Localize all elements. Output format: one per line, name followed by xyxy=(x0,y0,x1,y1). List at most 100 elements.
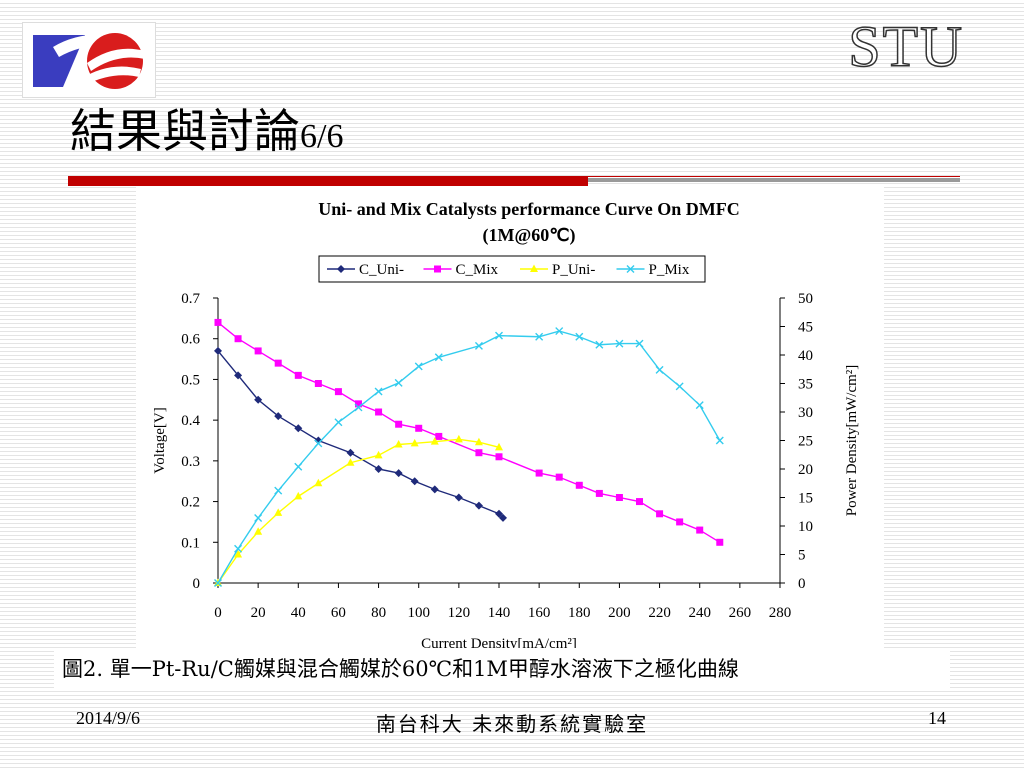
marker-stroke xyxy=(214,579,222,587)
y2-tick-label: 5 xyxy=(798,548,806,564)
y-tick-label: 0.3 xyxy=(181,454,200,470)
data-point xyxy=(595,340,604,349)
data-point xyxy=(334,388,342,396)
series-line xyxy=(217,321,721,543)
series-p-mix xyxy=(214,327,724,587)
title-rule-red xyxy=(68,176,588,186)
data-point xyxy=(495,453,503,461)
data-point xyxy=(214,346,222,355)
chart-title: Uni- and Mix Catalysts performance Curve… xyxy=(318,199,739,219)
marker-stroke xyxy=(615,339,624,348)
y-tick-label: 0.4 xyxy=(181,413,200,429)
x-tick-label: 200 xyxy=(608,605,631,621)
data-point xyxy=(676,518,684,526)
data-point xyxy=(254,347,262,355)
marker-stroke xyxy=(314,439,323,448)
series-p-uni xyxy=(214,434,503,586)
data-point xyxy=(254,514,263,523)
x-tick-label: 260 xyxy=(729,605,752,621)
data-point xyxy=(636,498,643,506)
data-point xyxy=(675,382,684,391)
brand-text: STU xyxy=(848,14,964,79)
y2-tick-label: 35 xyxy=(798,377,813,393)
data-point xyxy=(635,339,644,348)
chart-axes: 0 20 40 60 80 100 120 140 160 180 200 220 240 260 2800… xyxy=(181,291,813,621)
chart-panel: Uni- and Mix Catalysts performance Curve… xyxy=(136,186,884,658)
marker-stroke xyxy=(234,544,243,553)
marker-stroke xyxy=(354,403,363,412)
legend-marker xyxy=(434,265,441,273)
data-point xyxy=(314,436,323,445)
x-tick-label: 240 xyxy=(688,605,711,621)
data-point xyxy=(234,550,243,558)
y-tick-label: 0.6 xyxy=(181,332,200,348)
data-point xyxy=(234,335,242,343)
data-point xyxy=(314,380,322,387)
data-point xyxy=(274,486,283,495)
data-point xyxy=(346,458,355,466)
data-point xyxy=(334,418,343,427)
marker-stroke xyxy=(595,340,604,349)
chart-subtitle: (1M@60℃) xyxy=(483,225,576,246)
data-point xyxy=(294,424,303,433)
marker-stroke xyxy=(715,436,724,445)
data-point xyxy=(454,493,463,502)
series-line xyxy=(217,350,504,519)
chart-legend: C_Uni- C_Mix P_Uni- P_Mix xyxy=(318,255,706,283)
data-point xyxy=(535,469,543,477)
marker-stroke xyxy=(575,332,584,341)
legend-marker xyxy=(530,264,538,272)
y-tick-label: 0.2 xyxy=(181,495,200,511)
data-point xyxy=(695,401,704,410)
slide-title-cjk: 結果與討論 xyxy=(70,104,300,158)
data-point xyxy=(435,432,443,440)
marker-stroke xyxy=(675,382,684,391)
data-point xyxy=(414,362,423,371)
data-point xyxy=(655,365,664,374)
marker-stroke xyxy=(655,365,664,374)
data-point xyxy=(274,359,282,367)
figure-caption: 圖2. 單一Pt-Ru/C觸媒與混合觸媒於60℃和1M甲醇水溶液下之極化曲線 xyxy=(54,648,950,690)
data-point xyxy=(294,491,303,500)
data-point xyxy=(394,439,403,448)
series-c-mix xyxy=(214,318,724,546)
data-point xyxy=(434,353,443,362)
y-tick-label: 0 xyxy=(193,576,201,592)
slide-title-number: 6/6 xyxy=(300,118,344,155)
data-point xyxy=(274,412,283,421)
marker-stroke xyxy=(394,378,403,387)
data-point xyxy=(454,434,463,443)
y-tick-label: 0.7 xyxy=(181,291,200,307)
data-point xyxy=(474,501,483,510)
x-tick-label: 140 xyxy=(488,605,511,621)
data-point xyxy=(254,395,263,404)
data-point xyxy=(375,408,383,416)
marker-stroke xyxy=(695,401,704,410)
data-point xyxy=(355,400,362,408)
legend-label: P_Mix xyxy=(649,262,690,278)
data-point xyxy=(410,438,419,447)
title-rule-gray xyxy=(588,178,960,182)
data-point xyxy=(499,513,508,522)
data-point xyxy=(495,442,503,451)
y-tick-label: 0.1 xyxy=(181,535,200,551)
data-point xyxy=(214,579,222,587)
marker-stroke xyxy=(294,462,303,471)
y2-tick-label: 25 xyxy=(798,434,813,450)
data-point xyxy=(374,387,383,396)
data-point xyxy=(430,485,439,494)
data-point xyxy=(394,469,403,478)
legend-label: C_Mix xyxy=(456,262,499,278)
data-point xyxy=(214,318,222,326)
data-point xyxy=(254,527,263,535)
y2-tick-label: 10 xyxy=(798,519,813,535)
x-tick-label: 100 xyxy=(407,605,430,621)
x-tick-label: 80 xyxy=(371,605,386,621)
data-point xyxy=(314,478,323,487)
x-tick-label: 180 xyxy=(568,605,591,621)
data-point xyxy=(346,448,355,457)
data-point xyxy=(394,378,403,387)
series-line xyxy=(217,330,721,584)
y2-tick-label: 0 xyxy=(798,576,806,592)
data-point xyxy=(575,332,584,341)
